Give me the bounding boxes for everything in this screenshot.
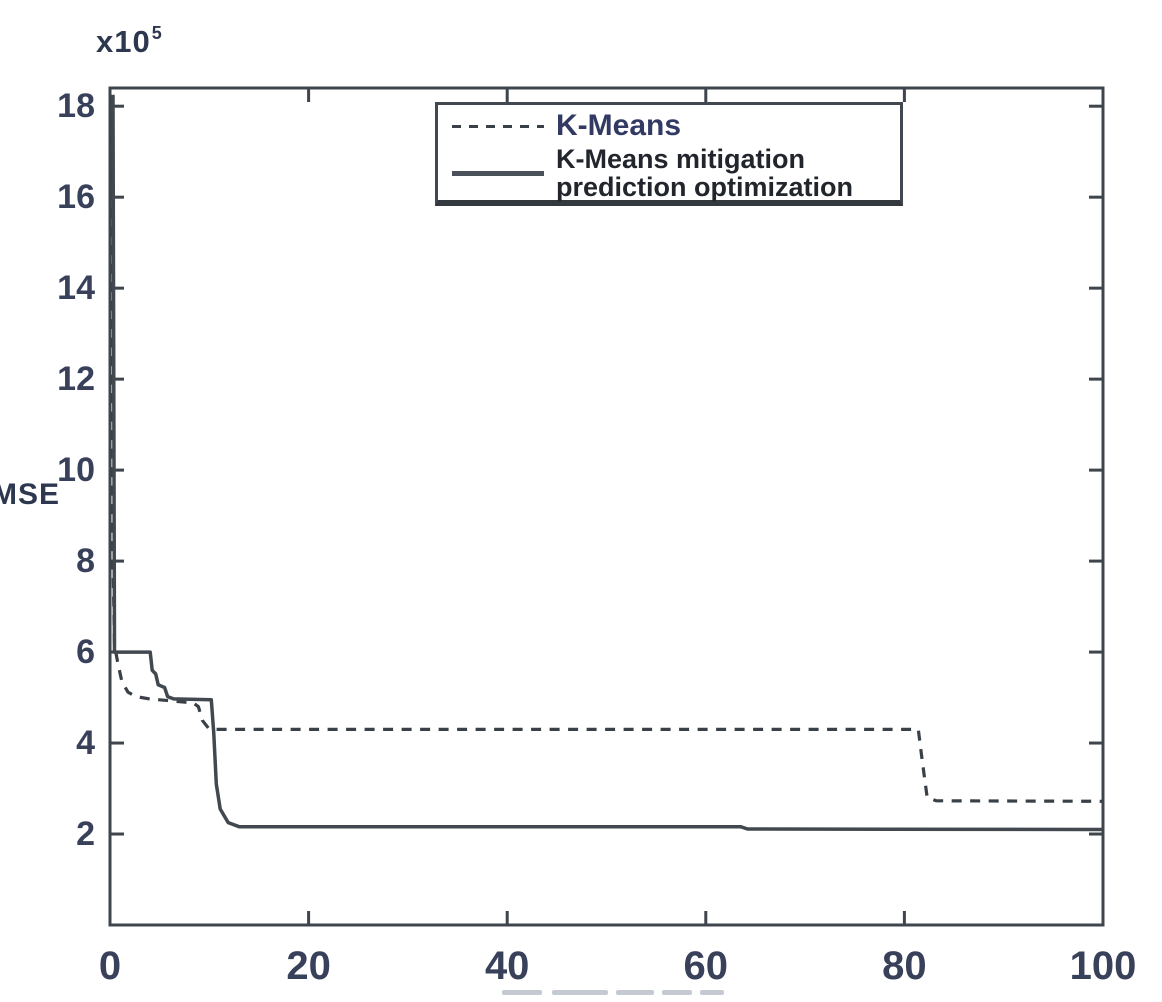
clipped-xlabel-fragment bbox=[700, 990, 724, 995]
clipped-xlabel-fragment bbox=[552, 990, 608, 995]
y-tick-label: 4 bbox=[76, 724, 95, 763]
legend-entry-kmeans-optimized: K-Means mitigation prediction optimizati… bbox=[438, 143, 900, 202]
y-axis-offset-label: x105 bbox=[96, 22, 163, 60]
y-tick-label: 8 bbox=[76, 542, 95, 581]
y-tick-label: 18 bbox=[57, 87, 95, 126]
x-tick-label: 60 bbox=[683, 944, 729, 988]
legend: K-Means K-Means mitigation prediction op… bbox=[435, 102, 903, 206]
y-tick-label: 14 bbox=[57, 269, 95, 308]
x-tick-label: 80 bbox=[882, 944, 927, 988]
x-tick-label: 100 bbox=[1069, 944, 1137, 988]
clipped-xlabel-fragment bbox=[662, 990, 692, 995]
offset-base: x10 bbox=[96, 24, 151, 59]
y-tick-label: 6 bbox=[76, 633, 95, 672]
y-tick-label: 2 bbox=[76, 815, 95, 854]
legend-solid-line-sample bbox=[452, 171, 544, 176]
y-tick-label: 16 bbox=[57, 178, 95, 217]
y-tick-label: 12 bbox=[57, 360, 95, 399]
x-tick-label: 40 bbox=[484, 944, 530, 988]
axes-box bbox=[108, 86, 1105, 927]
offset-exponent: 5 bbox=[151, 22, 163, 43]
x-tick-label: 20 bbox=[286, 944, 331, 988]
y-tick-label: 10 bbox=[57, 451, 95, 490]
legend-label-kmeans: K-Means bbox=[556, 109, 682, 142]
legend-label-line2: prediction optimization bbox=[556, 171, 853, 202]
legend-label-line1: K-Means mitigation bbox=[556, 143, 806, 174]
x-tick-label: 0 bbox=[98, 944, 122, 988]
legend-entry-kmeans: K-Means bbox=[438, 105, 900, 147]
clipped-xlabel-fragment bbox=[616, 990, 654, 995]
legend-label-kmeans-optimized: K-Means mitigation prediction optimizati… bbox=[556, 143, 853, 202]
y-axis-title: MSE bbox=[0, 478, 61, 511]
clipped-xlabel-fragment bbox=[502, 990, 542, 995]
legend-dashed-line-sample bbox=[452, 124, 544, 128]
series-kmeans-optimized bbox=[111, 94, 1104, 832]
